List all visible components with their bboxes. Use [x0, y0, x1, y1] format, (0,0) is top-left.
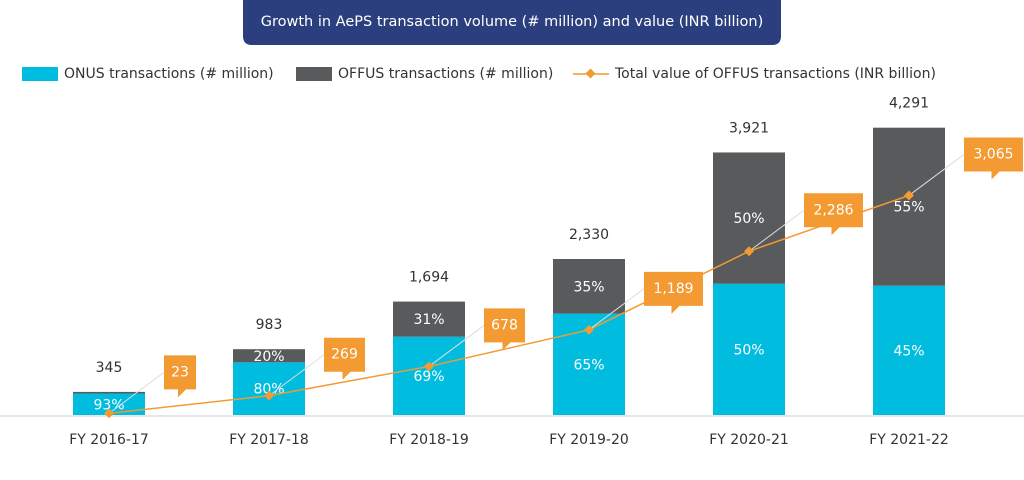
- total-label: 4,291: [889, 96, 929, 112]
- chart-title: Growth in AePS transaction volume (# mil…: [261, 14, 764, 30]
- bar-offus: [713, 152, 785, 284]
- callout: [164, 355, 196, 398]
- bar-onus: [233, 362, 305, 415]
- line-value-label: 2,286: [813, 202, 853, 218]
- callout: [964, 137, 1023, 180]
- bar-onus: [873, 285, 945, 415]
- bar-onus: [73, 393, 145, 415]
- total-label: 983: [256, 317, 283, 333]
- x-tick-label: FY 2020-21: [709, 432, 789, 448]
- callout: [644, 271, 703, 314]
- bar-offus: [873, 127, 945, 286]
- callout: [324, 337, 365, 380]
- line-value-label: 23: [171, 364, 189, 380]
- bar-offus: [553, 258, 625, 314]
- x-tick-label: FY 2017-18: [229, 432, 309, 448]
- total-label: 3,921: [729, 120, 769, 136]
- legend-marker: [585, 68, 596, 79]
- line-value-label: 678: [491, 317, 518, 333]
- callout: [804, 193, 863, 236]
- callout-leader: [108, 371, 165, 414]
- onus-share-label: 45%: [893, 343, 924, 359]
- callout-leader: [268, 354, 325, 397]
- x-tick-label: FY 2021-22: [869, 432, 949, 448]
- legend-label: ONUS transactions (# million): [64, 66, 274, 82]
- callout-leader: [908, 154, 965, 196]
- line-value-label: 269: [331, 347, 358, 363]
- line-marker: [904, 190, 914, 201]
- line-marker: [264, 390, 274, 401]
- line-value-label: 1,189: [653, 281, 693, 297]
- offus-share-label: 55%: [893, 200, 924, 216]
- total-label: 1,694: [409, 270, 449, 286]
- legend-label: Total value of OFFUS transactions (INR b…: [614, 66, 936, 82]
- callout: [484, 308, 525, 351]
- line-marker: [744, 246, 754, 257]
- callout-leader: [748, 209, 805, 252]
- bar-offus: [233, 349, 305, 363]
- onus-share-label: 50%: [733, 342, 764, 358]
- x-tick-label: FY 2016-17: [69, 432, 149, 448]
- onus-share-label: 65%: [573, 357, 604, 373]
- bar-onus: [393, 336, 465, 415]
- x-tick-label: FY 2019-20: [549, 432, 629, 448]
- bar-offus: [73, 391, 145, 394]
- title-banner: [243, 0, 781, 45]
- value-line: [108, 194, 910, 415]
- legend-label: OFFUS transactions (# million): [338, 66, 553, 82]
- bar-onus: [713, 283, 785, 415]
- line-marker: [584, 324, 594, 335]
- offus-share-label: 20%: [253, 349, 284, 365]
- total-label: 2,330: [569, 227, 609, 243]
- bar-offus: [393, 301, 465, 337]
- offus-share-label: 35%: [573, 279, 604, 295]
- callout-leader: [428, 325, 485, 367]
- line-marker: [424, 361, 434, 372]
- legend-swatch: [22, 67, 58, 81]
- x-tick-label: FY 2018-19: [389, 432, 469, 448]
- offus-share-label: 50%: [733, 211, 764, 227]
- legend-swatch: [296, 67, 332, 81]
- onus-share-label: 93%: [93, 397, 124, 413]
- offus-share-label: 31%: [413, 312, 444, 328]
- total-label: 345: [96, 360, 123, 376]
- onus-share-label: 69%: [413, 369, 444, 385]
- line-value-label: 3,065: [973, 146, 1013, 162]
- callout-leader: [588, 288, 645, 331]
